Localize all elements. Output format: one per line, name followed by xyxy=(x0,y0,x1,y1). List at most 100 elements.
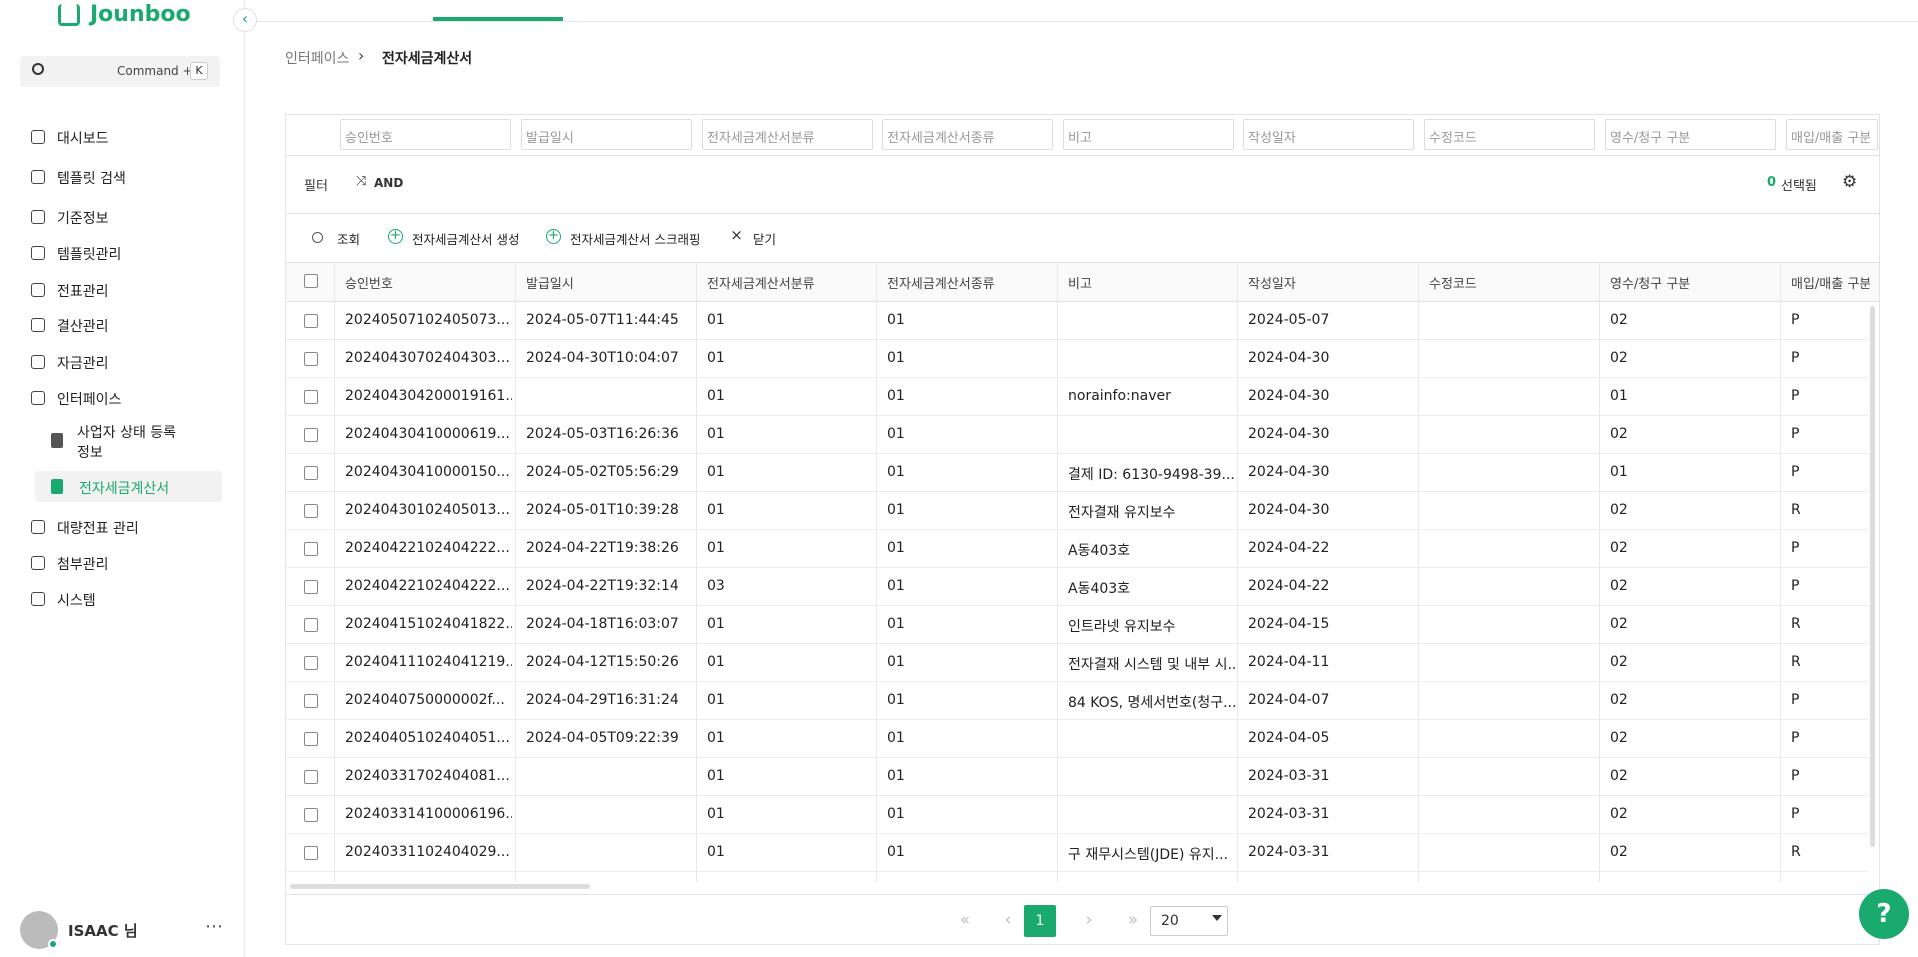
action-button[interactable]: 전자세금계산서 스크래핑 xyxy=(570,232,701,247)
table-cell: 2024-04-29T16:31:24 xyxy=(526,692,679,708)
filter-input[interactable]: 전자세금계산서분류 xyxy=(702,119,873,150)
user-name[interactable]: ISAAC 님 xyxy=(68,922,138,940)
sub-nav-item[interactable]: 전자세금계산서 xyxy=(79,481,170,497)
filter-input[interactable]: 매입/매출 구분 xyxy=(1786,119,1878,150)
filter-input[interactable]: 전자세금계산서종류 xyxy=(882,119,1053,150)
row-checkbox[interactable] xyxy=(304,846,318,860)
table-cell: 02 xyxy=(1610,312,1628,328)
table-cell: 01 xyxy=(887,540,905,556)
logic-toggle[interactable]: AND xyxy=(374,176,404,190)
action-icon: + xyxy=(388,229,403,244)
nav-item[interactable]: 시스템 xyxy=(57,593,96,609)
nav-item[interactable]: 대량전표 관리 xyxy=(57,521,139,537)
row-checkbox[interactable] xyxy=(304,542,318,556)
row-checkbox[interactable] xyxy=(304,352,318,366)
table-cell: 01 xyxy=(887,692,905,708)
table-cell: 01 xyxy=(887,616,905,632)
column-header[interactable]: 작성일자 xyxy=(1248,277,1296,292)
table-cell: 202404111024041219... xyxy=(345,654,512,670)
table-cell: 02 xyxy=(1610,692,1628,708)
filter-input[interactable]: 영수/청구 구분 xyxy=(1605,119,1776,150)
page-nav-button[interactable]: » xyxy=(1127,910,1139,930)
page-nav-button[interactable]: › xyxy=(1085,910,1093,930)
row-divider xyxy=(286,757,1869,758)
row-checkbox[interactable] xyxy=(304,466,318,480)
filter-input[interactable]: 수정코드 xyxy=(1424,119,1595,150)
table-cell: 02 xyxy=(1610,540,1628,556)
sub-nav-item[interactable]: 사업자 상태 등록 정보 xyxy=(77,425,177,461)
nav-item[interactable]: 템플릿관리 xyxy=(57,247,122,263)
row-checkbox[interactable] xyxy=(304,618,318,632)
action-button[interactable]: 전자세금계산서 생성 xyxy=(412,232,520,247)
v-scrollbar xyxy=(1870,306,1875,847)
table-cell: P xyxy=(1791,692,1800,708)
nav-item[interactable]: 인터페이스 xyxy=(57,392,122,408)
nav-item[interactable]: 대시보드 xyxy=(57,131,109,147)
row-checkbox[interactable] xyxy=(304,580,318,594)
table-cell: 2024-04-18T16:03:07 xyxy=(526,616,679,632)
search-box[interactable] xyxy=(20,56,220,87)
table-cell: 20240405102404051... xyxy=(345,730,510,746)
column-header[interactable]: 비고 xyxy=(1068,277,1092,292)
settings-button[interactable]: ⚙ xyxy=(1842,172,1858,192)
row-checkbox[interactable] xyxy=(304,808,318,822)
nav-icon xyxy=(31,520,45,534)
table-cell: 전자결재 유지보수 xyxy=(1068,505,1176,521)
action-button[interactable]: 조회 xyxy=(337,232,361,247)
table-cell: 01 xyxy=(707,768,725,784)
filter-input[interactable]: 발급일시 xyxy=(521,119,692,150)
nav-item[interactable]: 기준정보 xyxy=(57,211,109,227)
breadcrumb-sep: › xyxy=(358,46,365,65)
page-size-select[interactable]: 20 xyxy=(1150,906,1228,936)
row-divider xyxy=(286,491,1869,492)
row-checkbox[interactable] xyxy=(304,656,318,670)
page-current[interactable]: 1 xyxy=(1024,905,1056,937)
table-cell: 20240430102405013... xyxy=(345,502,510,518)
nav-item[interactable]: 템플릿 검색 xyxy=(57,171,126,187)
column-header[interactable]: 수정코드 xyxy=(1429,277,1477,292)
user-menu[interactable]: ⋯ xyxy=(205,916,223,937)
column-header[interactable]: 발급일시 xyxy=(526,277,574,292)
nav-icon xyxy=(31,246,45,260)
action-button[interactable]: 닫기 xyxy=(753,232,777,247)
page-nav-button[interactable]: ‹ xyxy=(1004,910,1012,930)
filter-input[interactable]: 작성일자 xyxy=(1243,119,1414,150)
row-checkbox[interactable] xyxy=(304,694,318,708)
table-cell: 01 xyxy=(887,502,905,518)
select-all-checkbox[interactable] xyxy=(304,274,318,288)
table-cell: 2024-04-05T09:22:39 xyxy=(526,730,679,746)
column-header[interactable]: 영수/청구 구분 xyxy=(1610,277,1691,292)
column-header[interactable]: 전자세금계산서분류 xyxy=(707,277,815,292)
h-scrollbar xyxy=(290,884,590,889)
row-checkbox[interactable] xyxy=(304,504,318,518)
table-cell: 01 xyxy=(887,730,905,746)
column-divider xyxy=(876,262,877,882)
table-cell: 2024-04-12T15:50:26 xyxy=(526,654,679,670)
column-header[interactable]: 전자세금계산서종류 xyxy=(887,277,995,292)
table-cell: 2024-04-05 xyxy=(1248,730,1330,746)
nav-icon xyxy=(31,355,45,369)
filter-label[interactable]: 필터 xyxy=(304,179,328,194)
table-cell: 2024-04-07 xyxy=(1248,692,1330,708)
table-cell: norainfo:naver xyxy=(1068,388,1171,404)
row-checkbox[interactable] xyxy=(304,732,318,746)
table-cell: P xyxy=(1791,540,1800,556)
row-checkbox[interactable] xyxy=(304,428,318,442)
collapse-button[interactable]: ‹ xyxy=(233,8,257,32)
nav-item[interactable]: 자금관리 xyxy=(57,356,109,372)
column-header[interactable]: 승인번호 xyxy=(345,277,393,292)
row-checkbox[interactable] xyxy=(304,314,318,328)
page-nav-button[interactable]: « xyxy=(959,910,971,930)
table-cell: 2024-04-22T19:38:26 xyxy=(526,540,679,556)
nav-item[interactable]: 결산관리 xyxy=(57,319,109,335)
filter-input[interactable]: 비고 xyxy=(1063,119,1234,150)
row-checkbox[interactable] xyxy=(304,770,318,784)
nav-item[interactable]: 전표관리 xyxy=(57,284,109,300)
row-checkbox[interactable] xyxy=(304,390,318,404)
logo: Jounboo xyxy=(90,2,191,27)
column-header[interactable]: 매입/매출 구분 xyxy=(1791,277,1870,292)
breadcrumb-item[interactable]: 인터페이스 xyxy=(285,51,350,67)
filter-input[interactable]: 승인번호 xyxy=(340,119,511,150)
nav-item[interactable]: 첨부관리 xyxy=(57,557,109,573)
help-button[interactable]: ? xyxy=(1859,889,1909,939)
